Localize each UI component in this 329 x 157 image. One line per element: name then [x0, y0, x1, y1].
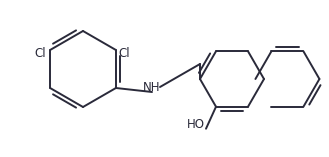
Text: HO: HO: [187, 118, 205, 131]
Text: Cl: Cl: [35, 47, 46, 60]
Text: Cl: Cl: [118, 47, 130, 60]
Text: NH: NH: [143, 81, 161, 94]
